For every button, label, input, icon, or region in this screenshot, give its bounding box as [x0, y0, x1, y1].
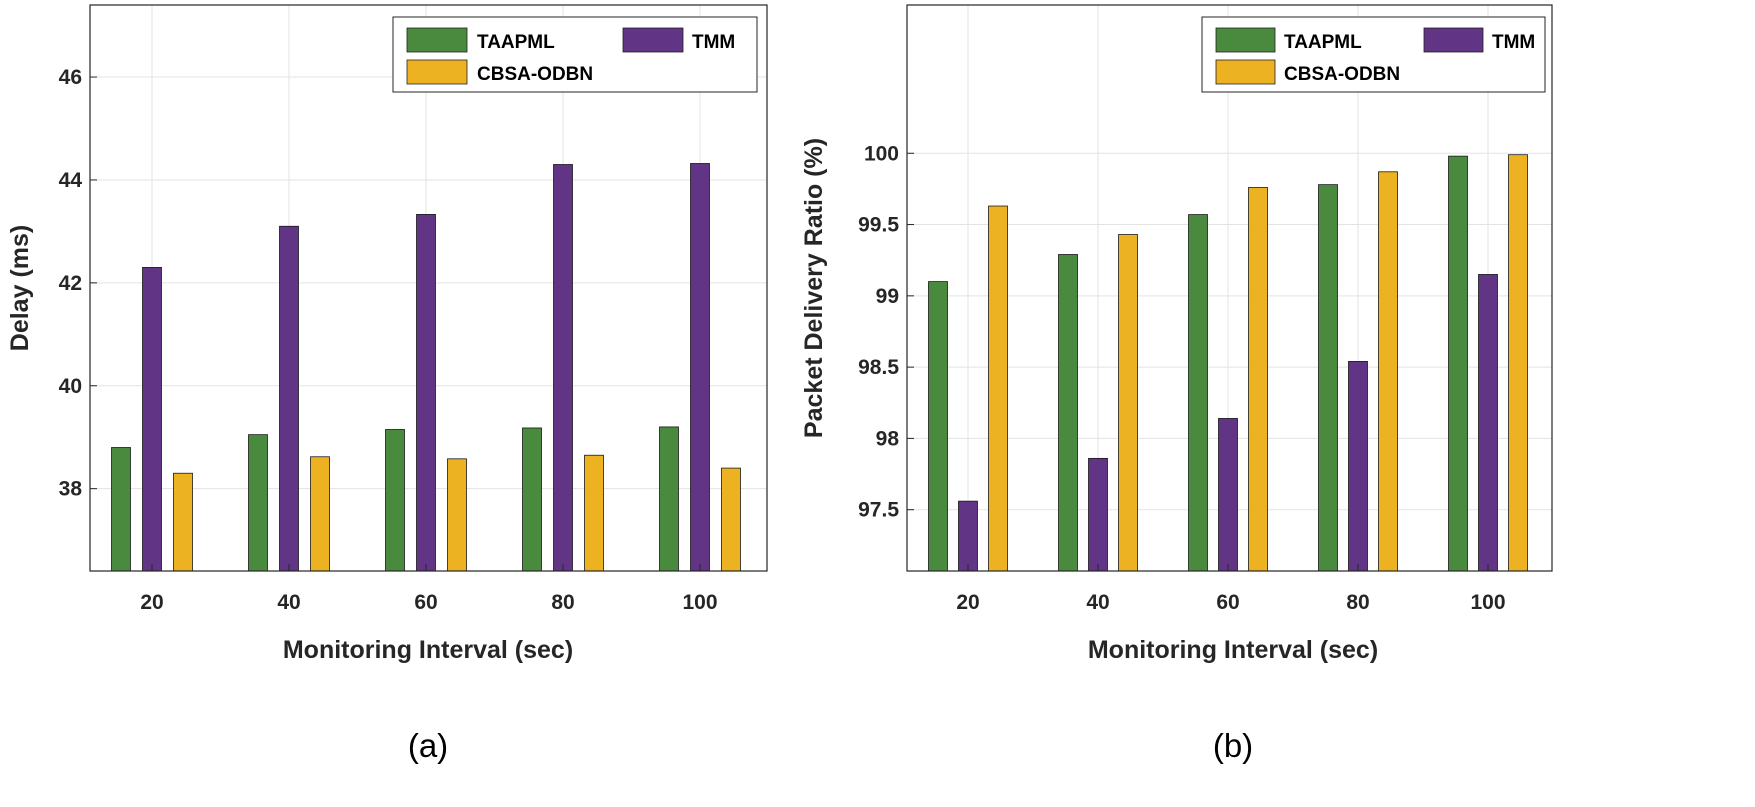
x-axis-ticks: 20 40 60 80 100: [956, 564, 1506, 614]
legend-swatch-taapml: [1215, 27, 1276, 53]
x-tick-label: 40: [277, 591, 300, 614]
y-tick-label: 42: [59, 272, 82, 295]
bar-cbsa-odbn-40: [310, 456, 330, 572]
legend-swatch-cbsa-odbn: [1215, 59, 1276, 85]
chart-panel-a: 38 40 42 44 46 20 40 60 80 100 Delay (ms) Monito…: [6, 4, 768, 764]
y-axis-ticks: 38 40 42 44 46: [59, 66, 97, 501]
plot-frame: [906, 4, 1553, 572]
x-axis-title: Monitoring Interval (sec): [1088, 636, 1378, 664]
y-axis-title: Packet Delivery Ratio (%): [800, 138, 828, 438]
y-tick-label: 99.5: [858, 214, 899, 237]
bar-cbsa-odbn-60: [1248, 187, 1268, 572]
bar-tmm-60: [1218, 418, 1238, 572]
bar-taapml-20: [928, 281, 948, 572]
bar-taapml-40: [248, 434, 268, 572]
bar-cbsa-odbn-20: [173, 472, 193, 572]
panel-label: (a): [408, 727, 448, 764]
bar-cbsa-odbn-100: [721, 467, 741, 572]
x-tick-label: 100: [682, 591, 717, 614]
bar-tmm-40: [279, 225, 299, 572]
x-tick-label: 80: [551, 591, 574, 614]
x-axis-ticks: 20 40 60 80 100: [140, 564, 718, 614]
bar-cbsa-odbn-60: [447, 458, 467, 572]
x-tick-label: 60: [414, 591, 437, 614]
bar-taapml-80: [522, 427, 542, 572]
bar-cbsa-odbn-40: [1118, 234, 1138, 572]
bars: [111, 163, 741, 572]
x-tick-label: 20: [140, 591, 163, 614]
bar-tmm-40: [1088, 457, 1108, 572]
legend-swatch-taapml: [406, 27, 468, 53]
bar-taapml-40: [1058, 254, 1078, 572]
legend-label-cbsa-odbn: CBSA-ODBN: [477, 64, 593, 85]
bar-tmm-100: [1478, 274, 1498, 572]
bar-cbsa-odbn-80: [584, 454, 604, 572]
y-tick-label: 44: [59, 169, 83, 192]
chart-panel-b: 97.5 98 98.5 99 99.5 100 20 40 60 80 100 Packet D…: [800, 4, 1553, 764]
bar-taapml-60: [385, 429, 405, 572]
x-tick-label: 40: [1086, 591, 1109, 614]
x-tick-label: 100: [1470, 591, 1505, 614]
legend-label-tmm: TMM: [692, 32, 735, 53]
bar-tmm-20: [142, 267, 162, 572]
y-axis-ticks: 97.5 98 98.5 99 99.5 100: [858, 142, 914, 522]
bar-cbsa-odbn-20: [988, 205, 1008, 572]
y-tick-label: 46: [59, 66, 82, 89]
panel-label: (b): [1213, 727, 1253, 764]
bar-taapml-100: [659, 426, 679, 572]
bar-tmm-60: [416, 214, 436, 572]
bar-cbsa-odbn-80: [1378, 171, 1398, 572]
y-tick-label: 97.5: [858, 499, 899, 522]
bar-tmm-100: [690, 163, 710, 572]
bar-taapml-80: [1318, 184, 1338, 572]
plot-frame: [89, 4, 768, 572]
x-axis-title: Monitoring Interval (sec): [283, 636, 573, 664]
legend-label-taapml: TAAPML: [1284, 32, 1362, 53]
legend-swatch-tmm: [622, 27, 684, 53]
x-tick-label: 80: [1346, 591, 1369, 614]
legend-label-tmm: TMM: [1492, 32, 1535, 53]
x-tick-label: 20: [956, 591, 979, 614]
bar-taapml-60: [1188, 214, 1208, 572]
y-tick-label: 99: [876, 285, 899, 308]
bar-tmm-80: [553, 164, 573, 572]
legend-label-taapml: TAAPML: [477, 32, 555, 53]
y-tick-label: 98.5: [858, 356, 899, 379]
bar-taapml-20: [111, 447, 131, 572]
legend: TAAPML TMM CBSA-ODBN: [392, 16, 758, 93]
legend-label-cbsa-odbn: CBSA-ODBN: [1284, 64, 1400, 85]
bar-cbsa-odbn-100: [1508, 154, 1528, 572]
bar-tmm-20: [958, 500, 978, 572]
bar-taapml-100: [1448, 155, 1468, 572]
bar-tmm-80: [1348, 361, 1368, 572]
x-tick-label: 60: [1216, 591, 1239, 614]
y-tick-label: 38: [59, 478, 83, 501]
y-tick-label: 100: [864, 142, 899, 165]
bars: [928, 154, 1528, 572]
legend-swatch-cbsa-odbn: [406, 59, 468, 85]
y-axis-title: Delay (ms): [6, 225, 34, 351]
legend-swatch-tmm: [1423, 27, 1484, 53]
legend: TAAPML TMM CBSA-ODBN: [1201, 16, 1546, 93]
y-tick-label: 98: [876, 427, 900, 450]
y-tick-label: 40: [59, 375, 82, 398]
